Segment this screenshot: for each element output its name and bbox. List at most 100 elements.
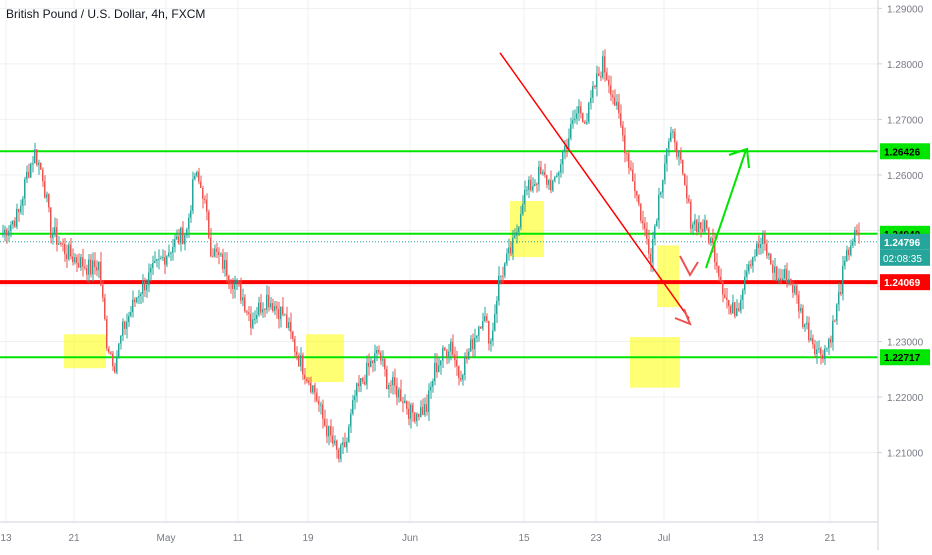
candle-body-297 <box>596 73 598 88</box>
candle-body-360 <box>722 281 724 295</box>
candle-body-252 <box>506 253 508 264</box>
candle-body-15 <box>32 163 34 165</box>
candle-body-337 <box>676 142 678 157</box>
candle-body-314 <box>630 167 632 170</box>
candle-body-324 <box>650 253 652 263</box>
y-tick-label-6: 1.27000 <box>887 115 924 126</box>
candle-body-323 <box>648 238 650 254</box>
candle-body-394 <box>790 279 792 285</box>
candle-body-217 <box>436 362 438 373</box>
highlight-zone-3 <box>630 337 680 388</box>
candle-body-73 <box>148 272 150 285</box>
candle-body-163 <box>328 426 330 437</box>
candle-body-204 <box>410 404 412 419</box>
candle-body-122 <box>246 311 248 313</box>
candle-body-82 <box>166 256 168 265</box>
candle-body-220 <box>442 347 444 361</box>
candle-body-152 <box>306 379 308 381</box>
candle-body-281 <box>564 145 566 152</box>
candle-body-185 <box>372 360 374 364</box>
candle-body-98 <box>198 171 200 182</box>
candle-body-114 <box>230 281 232 285</box>
candle-body-219 <box>440 360 442 366</box>
candle-body-188 <box>378 349 380 353</box>
candle-body-8 <box>18 208 20 213</box>
candle-body-295 <box>592 86 594 98</box>
candle-body-227 <box>456 360 458 367</box>
candle-body-65 <box>132 299 134 313</box>
candle-body-157 <box>316 392 318 401</box>
candle-body-248 <box>498 275 500 301</box>
candle-body-387 <box>776 266 778 282</box>
candle-body-254 <box>510 247 512 254</box>
candle-body-92 <box>186 228 188 236</box>
candle-body-45 <box>92 260 94 275</box>
candle-body-119 <box>240 283 242 301</box>
candle-body-299 <box>600 76 602 78</box>
candle-body-391 <box>784 269 786 279</box>
candle-body-143 <box>288 322 290 329</box>
candle-body-12 <box>26 171 28 180</box>
candle-body-207 <box>416 413 418 422</box>
candle-body-213 <box>428 390 430 412</box>
candle-body-2 <box>6 229 8 236</box>
candle-body-383 <box>768 253 770 256</box>
candle-body-316 <box>634 181 636 192</box>
candle-body-178 <box>358 383 360 387</box>
candle-body-289 <box>580 106 582 114</box>
candle-body-327 <box>656 220 658 226</box>
candle-body-235 <box>472 339 474 350</box>
candle-body-138 <box>278 309 280 320</box>
candle-body-404 <box>810 337 812 341</box>
candle-body-257 <box>516 232 518 236</box>
candle-body-102 <box>206 199 208 212</box>
candle-body-208 <box>418 413 420 418</box>
candle-body-62 <box>126 321 128 329</box>
candle-body-38 <box>78 262 80 268</box>
candle-body-166 <box>334 440 336 444</box>
candle-body-25 <box>52 234 54 238</box>
candle-body-386 <box>774 266 776 273</box>
candle-body-159 <box>320 404 322 406</box>
candle-body-398 <box>798 294 800 312</box>
candle-body-33 <box>68 244 70 260</box>
candle-body-415 <box>832 320 834 343</box>
candle-body-333 <box>668 141 670 149</box>
candle-body-40 <box>82 257 84 267</box>
y-tick-label-5: 1.26000 <box>887 171 924 182</box>
candle-body-224 <box>450 341 452 352</box>
candle-body-259 <box>520 213 522 228</box>
candle-body-373 <box>748 264 750 272</box>
candle-body-382 <box>766 243 768 256</box>
candle-body-364 <box>730 306 732 314</box>
candle-body-304 <box>610 85 612 95</box>
candle-body-277 <box>556 175 558 178</box>
candle-body-165 <box>332 435 334 444</box>
countdown-bg <box>880 249 930 266</box>
candle-body-247 <box>496 300 498 314</box>
candle-body-21 <box>44 181 46 198</box>
candle-body-187 <box>376 349 378 354</box>
candle-body-318 <box>638 195 640 205</box>
candle-body-228 <box>458 366 460 379</box>
candle-body-332 <box>666 148 668 164</box>
candle-body-294 <box>590 97 592 103</box>
candle-body-171 <box>344 442 346 448</box>
candle-body-206 <box>414 412 416 422</box>
level-lines <box>0 150 878 359</box>
candle-body-305 <box>612 94 614 98</box>
drawings <box>499 52 750 326</box>
candle-body-3 <box>8 230 10 236</box>
candle-body-242 <box>486 316 488 321</box>
candle-body-19 <box>40 162 42 170</box>
candle-body-238 <box>478 326 480 336</box>
x-tick-label-4: 19 <box>302 533 314 544</box>
candle-body-37 <box>76 257 78 263</box>
candle-body-216 <box>434 362 436 382</box>
candle-body-177 <box>356 383 358 397</box>
candle-body-312 <box>626 153 628 155</box>
candle-body-169 <box>340 444 342 459</box>
x-tick-label-3: 11 <box>233 533 244 544</box>
x-tick-label-7: 23 <box>590 533 602 544</box>
